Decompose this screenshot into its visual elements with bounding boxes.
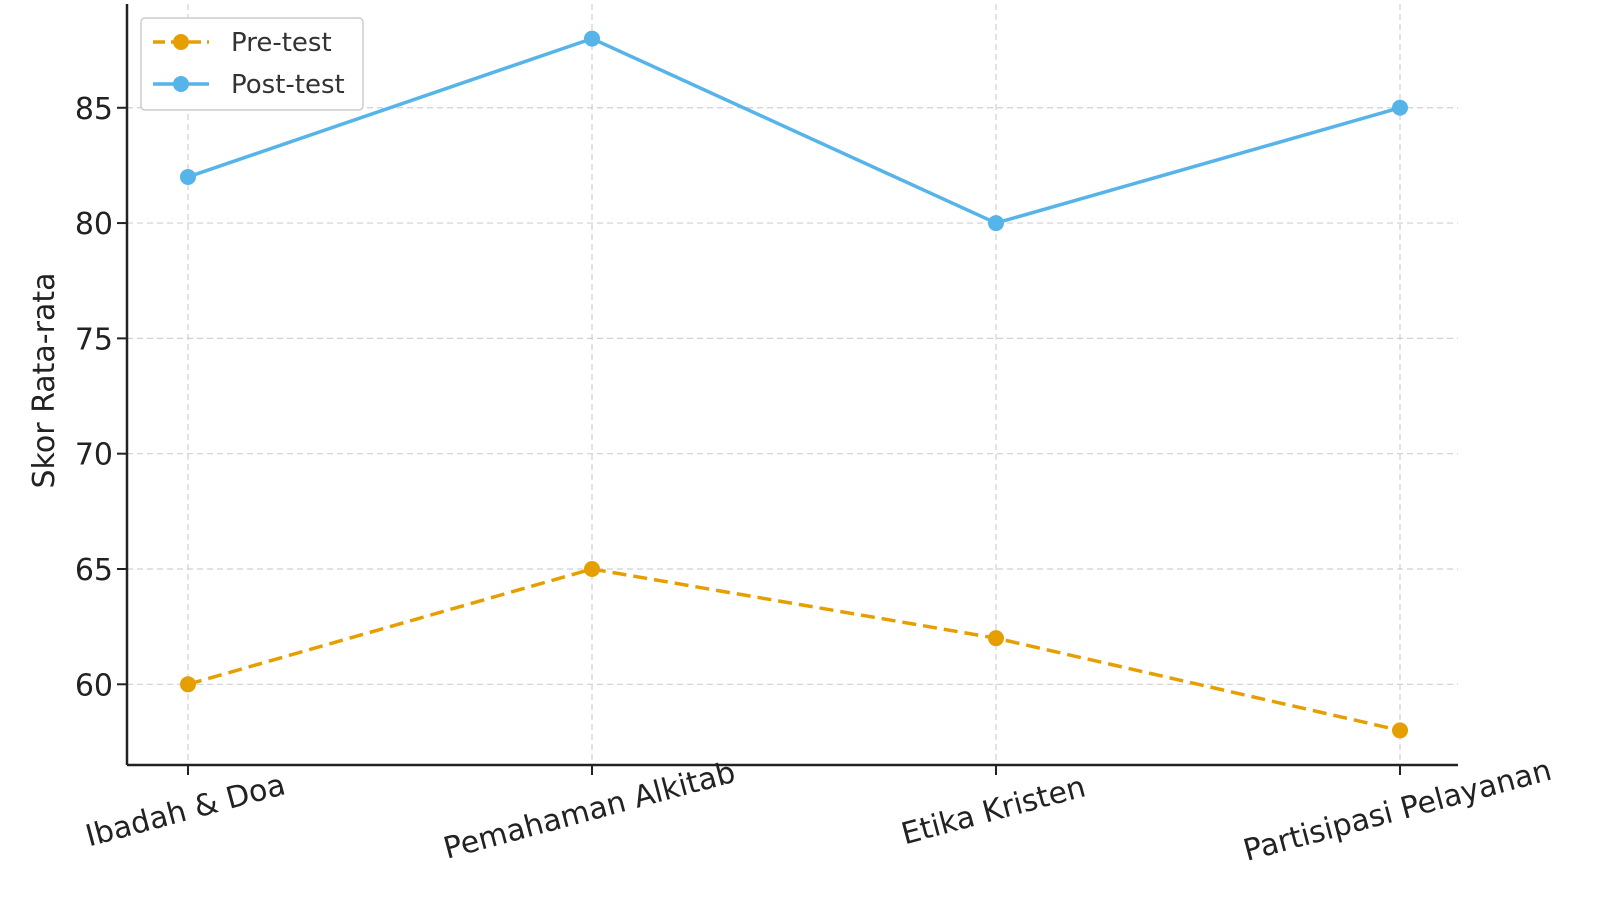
x-tick-label: Pemahaman Alkitab	[440, 755, 739, 867]
grid-layer	[127, 4, 1458, 765]
x-tick-label: Partisipasi Pelayanan	[1240, 753, 1555, 869]
x-tick-label: Ibadah & Doa	[82, 767, 289, 854]
data-point	[1392, 99, 1408, 116]
legend-handle-marker	[173, 76, 189, 92]
y-tick-label: 75	[75, 322, 113, 357]
series-layer	[180, 30, 1408, 739]
y-tick-label: 80	[75, 207, 113, 242]
data-point	[584, 560, 600, 577]
y-axis-label: Skor Rata-rata	[27, 273, 62, 489]
series-line	[187, 567, 1401, 733]
series-line	[187, 36, 1401, 225]
x-tick-label: Etika Kristen	[898, 769, 1090, 852]
data-point	[988, 630, 1004, 647]
data-point	[988, 215, 1004, 232]
data-point	[584, 30, 600, 47]
data-point	[180, 168, 196, 185]
legend-entry-label: Post-test	[231, 70, 345, 100]
data-point	[180, 676, 196, 693]
legend: Pre-test Post-test	[140, 17, 364, 111]
y-tick-label: 65	[75, 553, 113, 588]
y-tick-label: 85	[75, 92, 113, 127]
y-tick-label: 60	[75, 668, 113, 703]
axes-layer: 60 65 70 75 80 85 Ibadah & Doa Pemahaman Alkita…	[75, 4, 1555, 869]
y-tick-label: 70	[75, 438, 113, 473]
data-point	[1392, 722, 1408, 739]
legend-handle-marker	[173, 34, 189, 50]
legend-entry-label: Pre-test	[231, 28, 332, 58]
